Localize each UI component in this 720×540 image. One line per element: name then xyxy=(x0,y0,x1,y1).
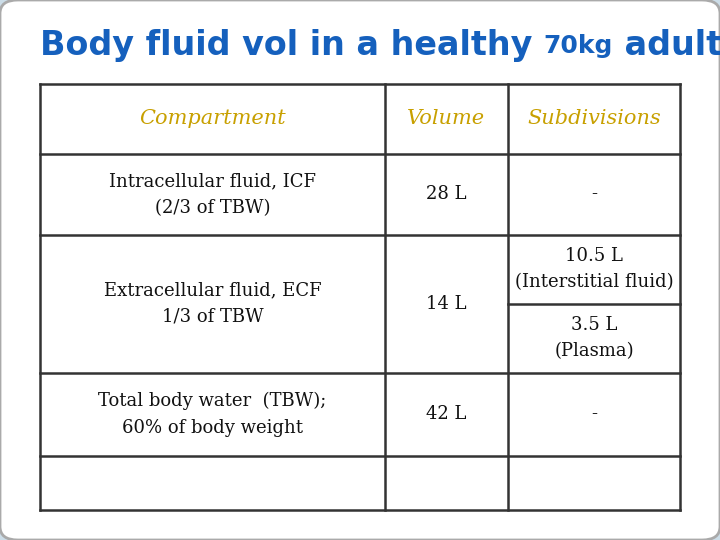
Text: adult male: adult male xyxy=(613,29,720,63)
Text: 3.5 L
(Plasma): 3.5 L (Plasma) xyxy=(554,316,634,360)
Text: Compartment: Compartment xyxy=(139,109,286,129)
Text: Intracellular fluid, ICF
(2/3 of TBW): Intracellular fluid, ICF (2/3 of TBW) xyxy=(109,172,316,217)
Text: 10.5 L
(Interstitial fluid): 10.5 L (Interstitial fluid) xyxy=(515,247,673,292)
Text: -: - xyxy=(591,185,597,204)
Text: -: - xyxy=(591,406,597,423)
Text: Volume: Volume xyxy=(408,109,485,129)
Text: Body fluid vol in a healthy: Body fluid vol in a healthy xyxy=(40,29,544,63)
Text: 28 L: 28 L xyxy=(426,185,467,204)
Text: 42 L: 42 L xyxy=(426,406,467,423)
Text: Subdivisions: Subdivisions xyxy=(527,109,661,129)
Text: Extracellular fluid, ECF
1/3 of TBW: Extracellular fluid, ECF 1/3 of TBW xyxy=(104,281,321,326)
Text: 70kg: 70kg xyxy=(544,34,613,58)
Text: Total body water  (TBW);
60% of body weight: Total body water (TBW); 60% of body weig… xyxy=(98,392,327,437)
Text: 14 L: 14 L xyxy=(426,295,467,313)
Bar xyxy=(40,84,680,510)
